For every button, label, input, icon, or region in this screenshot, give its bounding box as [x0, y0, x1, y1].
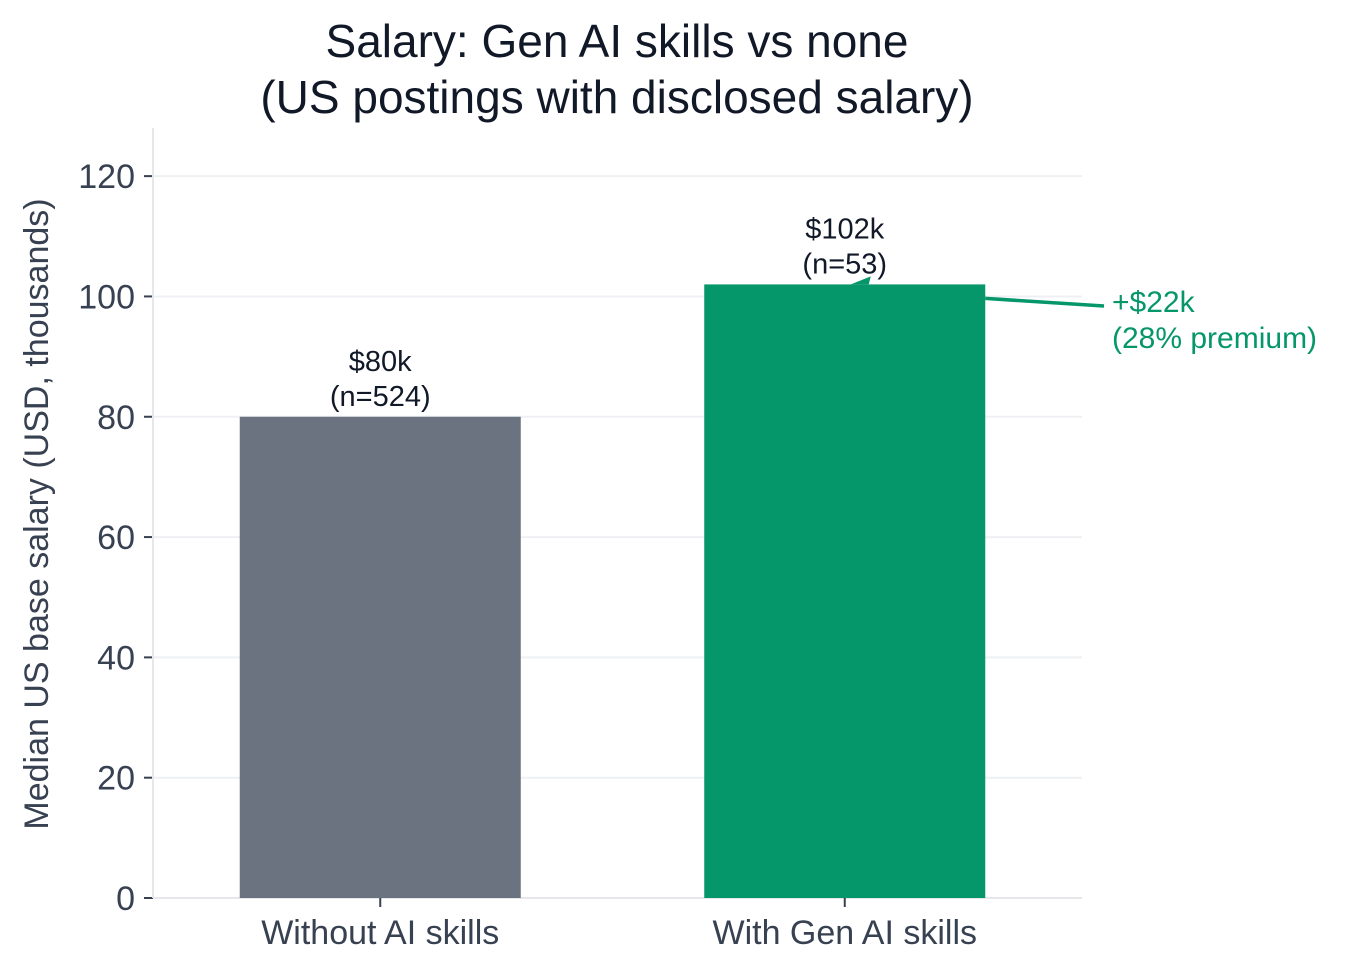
annotation-label: (28% premium)	[1112, 322, 1317, 355]
bar-labels: $80k(n=524) $102k(n=53)	[330, 213, 887, 412]
chart-title-line-2: (US postings with disclosed salary)	[260, 71, 973, 123]
chart-title-line-1: Salary: Gen AI skills vs none	[326, 15, 909, 67]
x-tick-label: With Gen AI skills	[712, 914, 977, 952]
bar-1	[704, 284, 986, 898]
premium-annotation: +$22k(28% premium)	[850, 276, 1317, 355]
annotation-label: +$22k	[1112, 286, 1196, 319]
bar-value-label: $80k	[349, 346, 412, 378]
y-tick-label: 20	[97, 760, 135, 798]
annotation-arrow-head	[850, 276, 871, 285]
chart-title: Salary: Gen AI skills vs none (US postin…	[260, 15, 973, 123]
axes: 0 20 40 60 80 100 120 Without AI skills With Gen…	[78, 128, 1082, 952]
annotation-arrow-line	[985, 296, 1105, 308]
y-tick-label: 80	[97, 399, 135, 437]
x-tick-label: Without AI skills	[261, 914, 499, 952]
bar-0	[239, 416, 521, 898]
y-axis-label: Median US base salary (USD, thousands)	[18, 198, 56, 829]
bar-value-label: (n=524)	[330, 381, 431, 413]
y-tick-label: 100	[78, 278, 135, 316]
bar-value-label: (n=53)	[802, 248, 887, 280]
bars	[239, 284, 986, 898]
y-tick-label: 40	[97, 639, 135, 677]
y-tick-label: 0	[116, 880, 135, 918]
bar-value-label: $102k	[805, 213, 885, 245]
y-tick-label: 120	[78, 158, 135, 196]
y-tick-label: 60	[97, 519, 135, 557]
